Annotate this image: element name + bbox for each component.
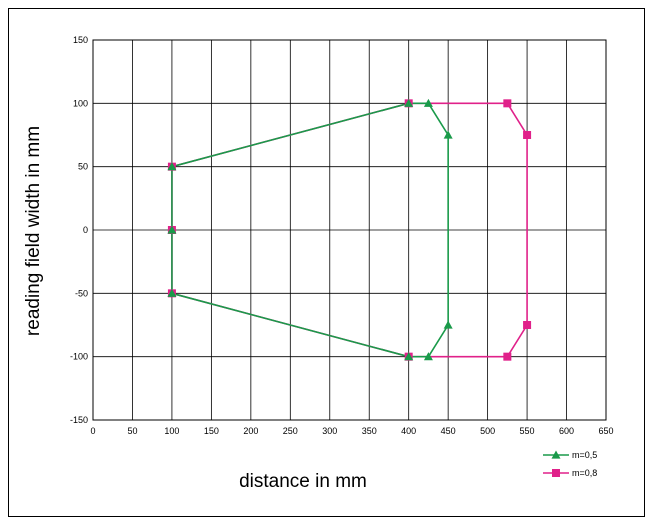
data-point <box>167 162 177 171</box>
data-point <box>523 321 532 329</box>
legend-item: m=0,8 <box>543 468 597 478</box>
chart-frame: 0 50 100 150 200 250 300 350 400 450 500 550 600 650-… <box>8 8 645 517</box>
data-point <box>423 98 433 107</box>
x-tick-label: 200 <box>243 426 258 436</box>
data-point <box>503 99 512 108</box>
y-axis-label: reading field width in mm <box>23 126 44 336</box>
data-point <box>404 98 414 107</box>
tick-labels: 0 50 100 150 200 250 300 350 400 450 500 550 600 650-… <box>70 35 614 436</box>
x-tick-label: 550 <box>520 426 535 436</box>
legend-item: m=0,5 <box>543 450 597 460</box>
series-markers-triangle <box>167 98 453 361</box>
data-point <box>404 352 414 361</box>
legend-marker <box>552 469 560 477</box>
data-point <box>443 130 453 139</box>
y-tick-label: 50 <box>78 162 88 172</box>
x-tick-label: 250 <box>283 426 298 436</box>
series-layer <box>167 98 532 361</box>
chart-svg: 0 50 100 150 200 250 300 350 400 450 500 550 600 650-… <box>23 35 614 492</box>
data-point <box>503 352 512 361</box>
x-tick-label: 650 <box>598 426 613 436</box>
y-tick-label: 100 <box>73 98 88 108</box>
series-triangle <box>171 102 449 358</box>
legend-label: m=0,8 <box>572 468 597 478</box>
data-point <box>443 320 453 329</box>
series-line <box>171 102 449 358</box>
y-tick-label: 150 <box>73 35 88 45</box>
x-tick-label: 100 <box>164 426 179 436</box>
x-tick-label: 150 <box>204 426 219 436</box>
x-tick-label: 0 <box>90 426 95 436</box>
x-tick-label: 300 <box>322 426 337 436</box>
data-point <box>523 131 532 139</box>
plot-area-border <box>92 39 607 421</box>
y-tick-label: -150 <box>70 415 88 425</box>
legend-marker <box>551 450 561 459</box>
x-axis-label: distance in mm <box>239 471 367 492</box>
x-tick-label: 50 <box>127 426 137 436</box>
x-tick-label: 350 <box>362 426 377 436</box>
x-tick-label: 500 <box>480 426 495 436</box>
y-tick-label: -50 <box>75 288 88 298</box>
data-point <box>167 225 177 234</box>
x-tick-label: 600 <box>559 426 574 436</box>
data-point <box>167 288 177 297</box>
y-tick-label: -100 <box>70 352 88 362</box>
x-tick-label: 450 <box>441 426 456 436</box>
y-tick-label: 0 <box>83 225 88 235</box>
x-tick-label: 400 <box>401 426 416 436</box>
legend-label: m=0,5 <box>572 450 597 460</box>
legend: m=0,5 m=0,8 <box>543 450 597 478</box>
data-point <box>423 352 433 361</box>
